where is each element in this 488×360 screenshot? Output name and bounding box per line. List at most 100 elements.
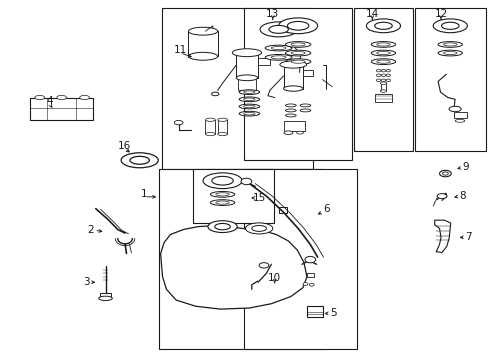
Ellipse shape (374, 22, 391, 30)
Ellipse shape (442, 172, 447, 175)
Bar (161, 8, 312, 169)
Bar (278, 207, 287, 213)
Ellipse shape (205, 118, 215, 121)
Polygon shape (434, 220, 450, 252)
Text: 2: 2 (87, 225, 94, 235)
Ellipse shape (386, 79, 390, 82)
Ellipse shape (243, 98, 254, 100)
Bar (380, 83, 385, 91)
Ellipse shape (437, 41, 462, 47)
Ellipse shape (284, 131, 292, 134)
Text: 15: 15 (252, 193, 265, 203)
Ellipse shape (243, 91, 254, 94)
Bar (353, 8, 412, 151)
Polygon shape (160, 226, 306, 309)
Text: 11: 11 (173, 45, 186, 55)
Ellipse shape (290, 43, 305, 46)
Ellipse shape (285, 114, 296, 117)
Ellipse shape (239, 90, 259, 94)
Text: 13: 13 (265, 9, 279, 19)
Bar (217, 120, 227, 134)
Ellipse shape (370, 59, 395, 64)
Ellipse shape (243, 105, 254, 108)
Ellipse shape (443, 43, 456, 46)
Ellipse shape (380, 82, 386, 85)
Ellipse shape (203, 173, 242, 189)
Ellipse shape (370, 50, 395, 56)
Ellipse shape (285, 41, 310, 47)
Ellipse shape (309, 283, 314, 286)
Ellipse shape (239, 111, 259, 116)
Bar (306, 306, 323, 317)
Ellipse shape (285, 104, 296, 107)
Ellipse shape (366, 19, 400, 33)
Bar (453, 112, 467, 118)
Ellipse shape (245, 223, 272, 234)
Text: 6: 6 (323, 204, 329, 215)
Text: 9: 9 (462, 162, 468, 172)
Ellipse shape (271, 56, 285, 59)
Ellipse shape (239, 104, 259, 109)
Ellipse shape (57, 95, 66, 100)
Ellipse shape (268, 26, 288, 33)
Text: 3: 3 (82, 277, 89, 287)
Ellipse shape (376, 69, 380, 72)
Ellipse shape (437, 50, 462, 56)
Ellipse shape (443, 51, 456, 55)
Ellipse shape (243, 112, 254, 115)
Ellipse shape (210, 200, 234, 206)
Ellipse shape (210, 192, 234, 197)
Ellipse shape (386, 69, 390, 72)
Ellipse shape (290, 60, 305, 63)
Ellipse shape (260, 22, 297, 37)
Ellipse shape (285, 109, 296, 112)
Ellipse shape (278, 18, 317, 34)
Text: 16: 16 (118, 141, 131, 151)
Ellipse shape (432, 19, 467, 33)
Ellipse shape (188, 27, 217, 35)
Text: 5: 5 (329, 309, 336, 318)
Ellipse shape (251, 225, 266, 231)
Ellipse shape (376, 60, 389, 63)
Text: 14: 14 (365, 9, 378, 19)
Bar (159, 169, 322, 348)
Ellipse shape (386, 74, 390, 77)
Ellipse shape (214, 224, 230, 230)
Ellipse shape (188, 52, 217, 60)
Bar (188, 31, 217, 56)
Ellipse shape (259, 263, 268, 268)
Ellipse shape (381, 69, 385, 72)
Ellipse shape (285, 59, 310, 64)
Text: 7: 7 (465, 232, 471, 242)
Ellipse shape (439, 170, 450, 177)
Ellipse shape (215, 193, 229, 196)
Ellipse shape (236, 75, 257, 81)
Ellipse shape (174, 121, 183, 125)
Ellipse shape (130, 156, 149, 164)
Ellipse shape (287, 22, 308, 30)
Ellipse shape (376, 43, 389, 46)
Ellipse shape (381, 79, 385, 82)
Ellipse shape (215, 201, 229, 204)
Bar (205, 120, 215, 134)
Ellipse shape (264, 45, 291, 51)
Bar (283, 64, 303, 89)
Ellipse shape (448, 106, 460, 112)
Ellipse shape (381, 74, 385, 77)
Ellipse shape (305, 256, 315, 263)
Bar (236, 53, 257, 78)
Bar (306, 273, 313, 277)
Bar (100, 293, 111, 297)
Ellipse shape (454, 120, 464, 122)
Ellipse shape (80, 95, 89, 100)
Bar (244, 8, 351, 160)
Bar (193, 169, 273, 223)
Ellipse shape (239, 97, 259, 102)
Ellipse shape (290, 51, 305, 55)
Ellipse shape (376, 74, 380, 77)
Ellipse shape (370, 41, 395, 47)
Ellipse shape (271, 46, 285, 50)
Ellipse shape (285, 50, 310, 56)
Ellipse shape (207, 221, 237, 233)
Bar (414, 8, 485, 151)
